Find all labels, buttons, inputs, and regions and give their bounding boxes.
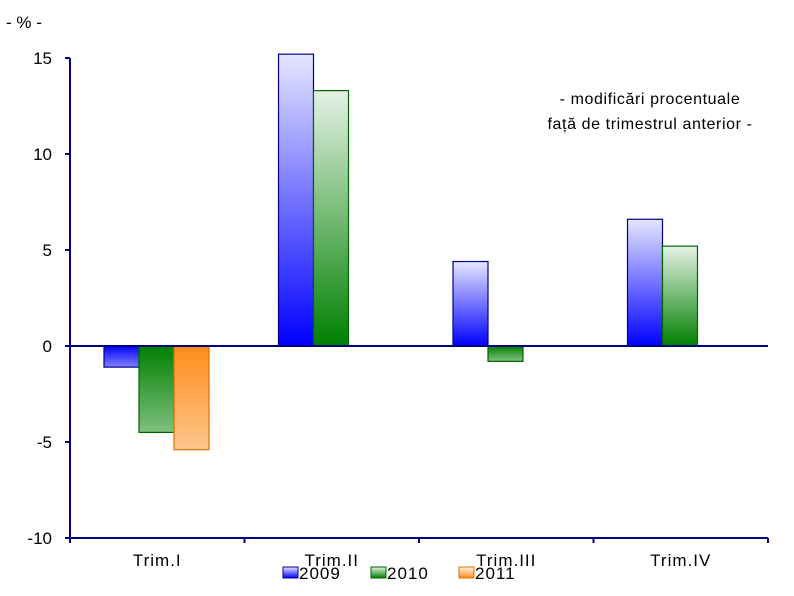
- y-unit-label: - % -: [6, 13, 42, 32]
- bar-2011-Trim.I: [173, 345, 210, 451]
- y-tick-label-10: 10: [33, 145, 52, 164]
- y-tick-label-15: 15: [33, 49, 52, 68]
- chart-note-line-2: față de trimestrul anterior -: [547, 116, 752, 133]
- y-axis-ticks: -10 -5 0 5 10 15: [27, 49, 70, 548]
- legend-swatch-2011: [458, 566, 475, 579]
- bar-2010-Trim.II: [312, 90, 350, 347]
- bars-group: [103, 53, 699, 451]
- legend-label-2009: 2009: [299, 564, 341, 583]
- bar-2009-Trim.I: [103, 345, 140, 368]
- legend: 2009 2010 2011: [282, 564, 516, 583]
- legend-swatch-2010: [370, 566, 387, 579]
- bar-2009-Trim.IV: [626, 218, 664, 347]
- bar-2009-Trim.III: [452, 260, 489, 347]
- legend-swatch-2009: [282, 566, 299, 579]
- chart-note-line-1: - modificări procentuale: [560, 91, 741, 108]
- bar-2010-Trim.III: [487, 345, 524, 362]
- bar-2010-Trim.IV: [661, 245, 699, 347]
- bar-2009-Trim.II: [277, 53, 315, 347]
- legend-label-2011: 2011: [475, 564, 516, 583]
- x-category-Trim.IV: Trim.IV: [650, 551, 711, 570]
- y-tick-label-0: 0: [43, 337, 52, 356]
- x-category-Trim.I: Trim.I: [133, 551, 182, 570]
- y-tick-label--10: -10: [27, 529, 52, 548]
- y-tick-label-5: 5: [43, 241, 52, 260]
- x-category-Trim.III: Trim.III: [476, 551, 536, 570]
- x-axis-categories: Trim.I Trim.II Trim.III Trim.IV: [69, 538, 769, 570]
- y-tick-label--5: -5: [37, 433, 52, 452]
- x-category-Trim.II: Trim.II: [304, 551, 359, 570]
- legend-label-2010: 2010: [387, 564, 429, 583]
- bar-2010-Trim.I: [138, 345, 175, 434]
